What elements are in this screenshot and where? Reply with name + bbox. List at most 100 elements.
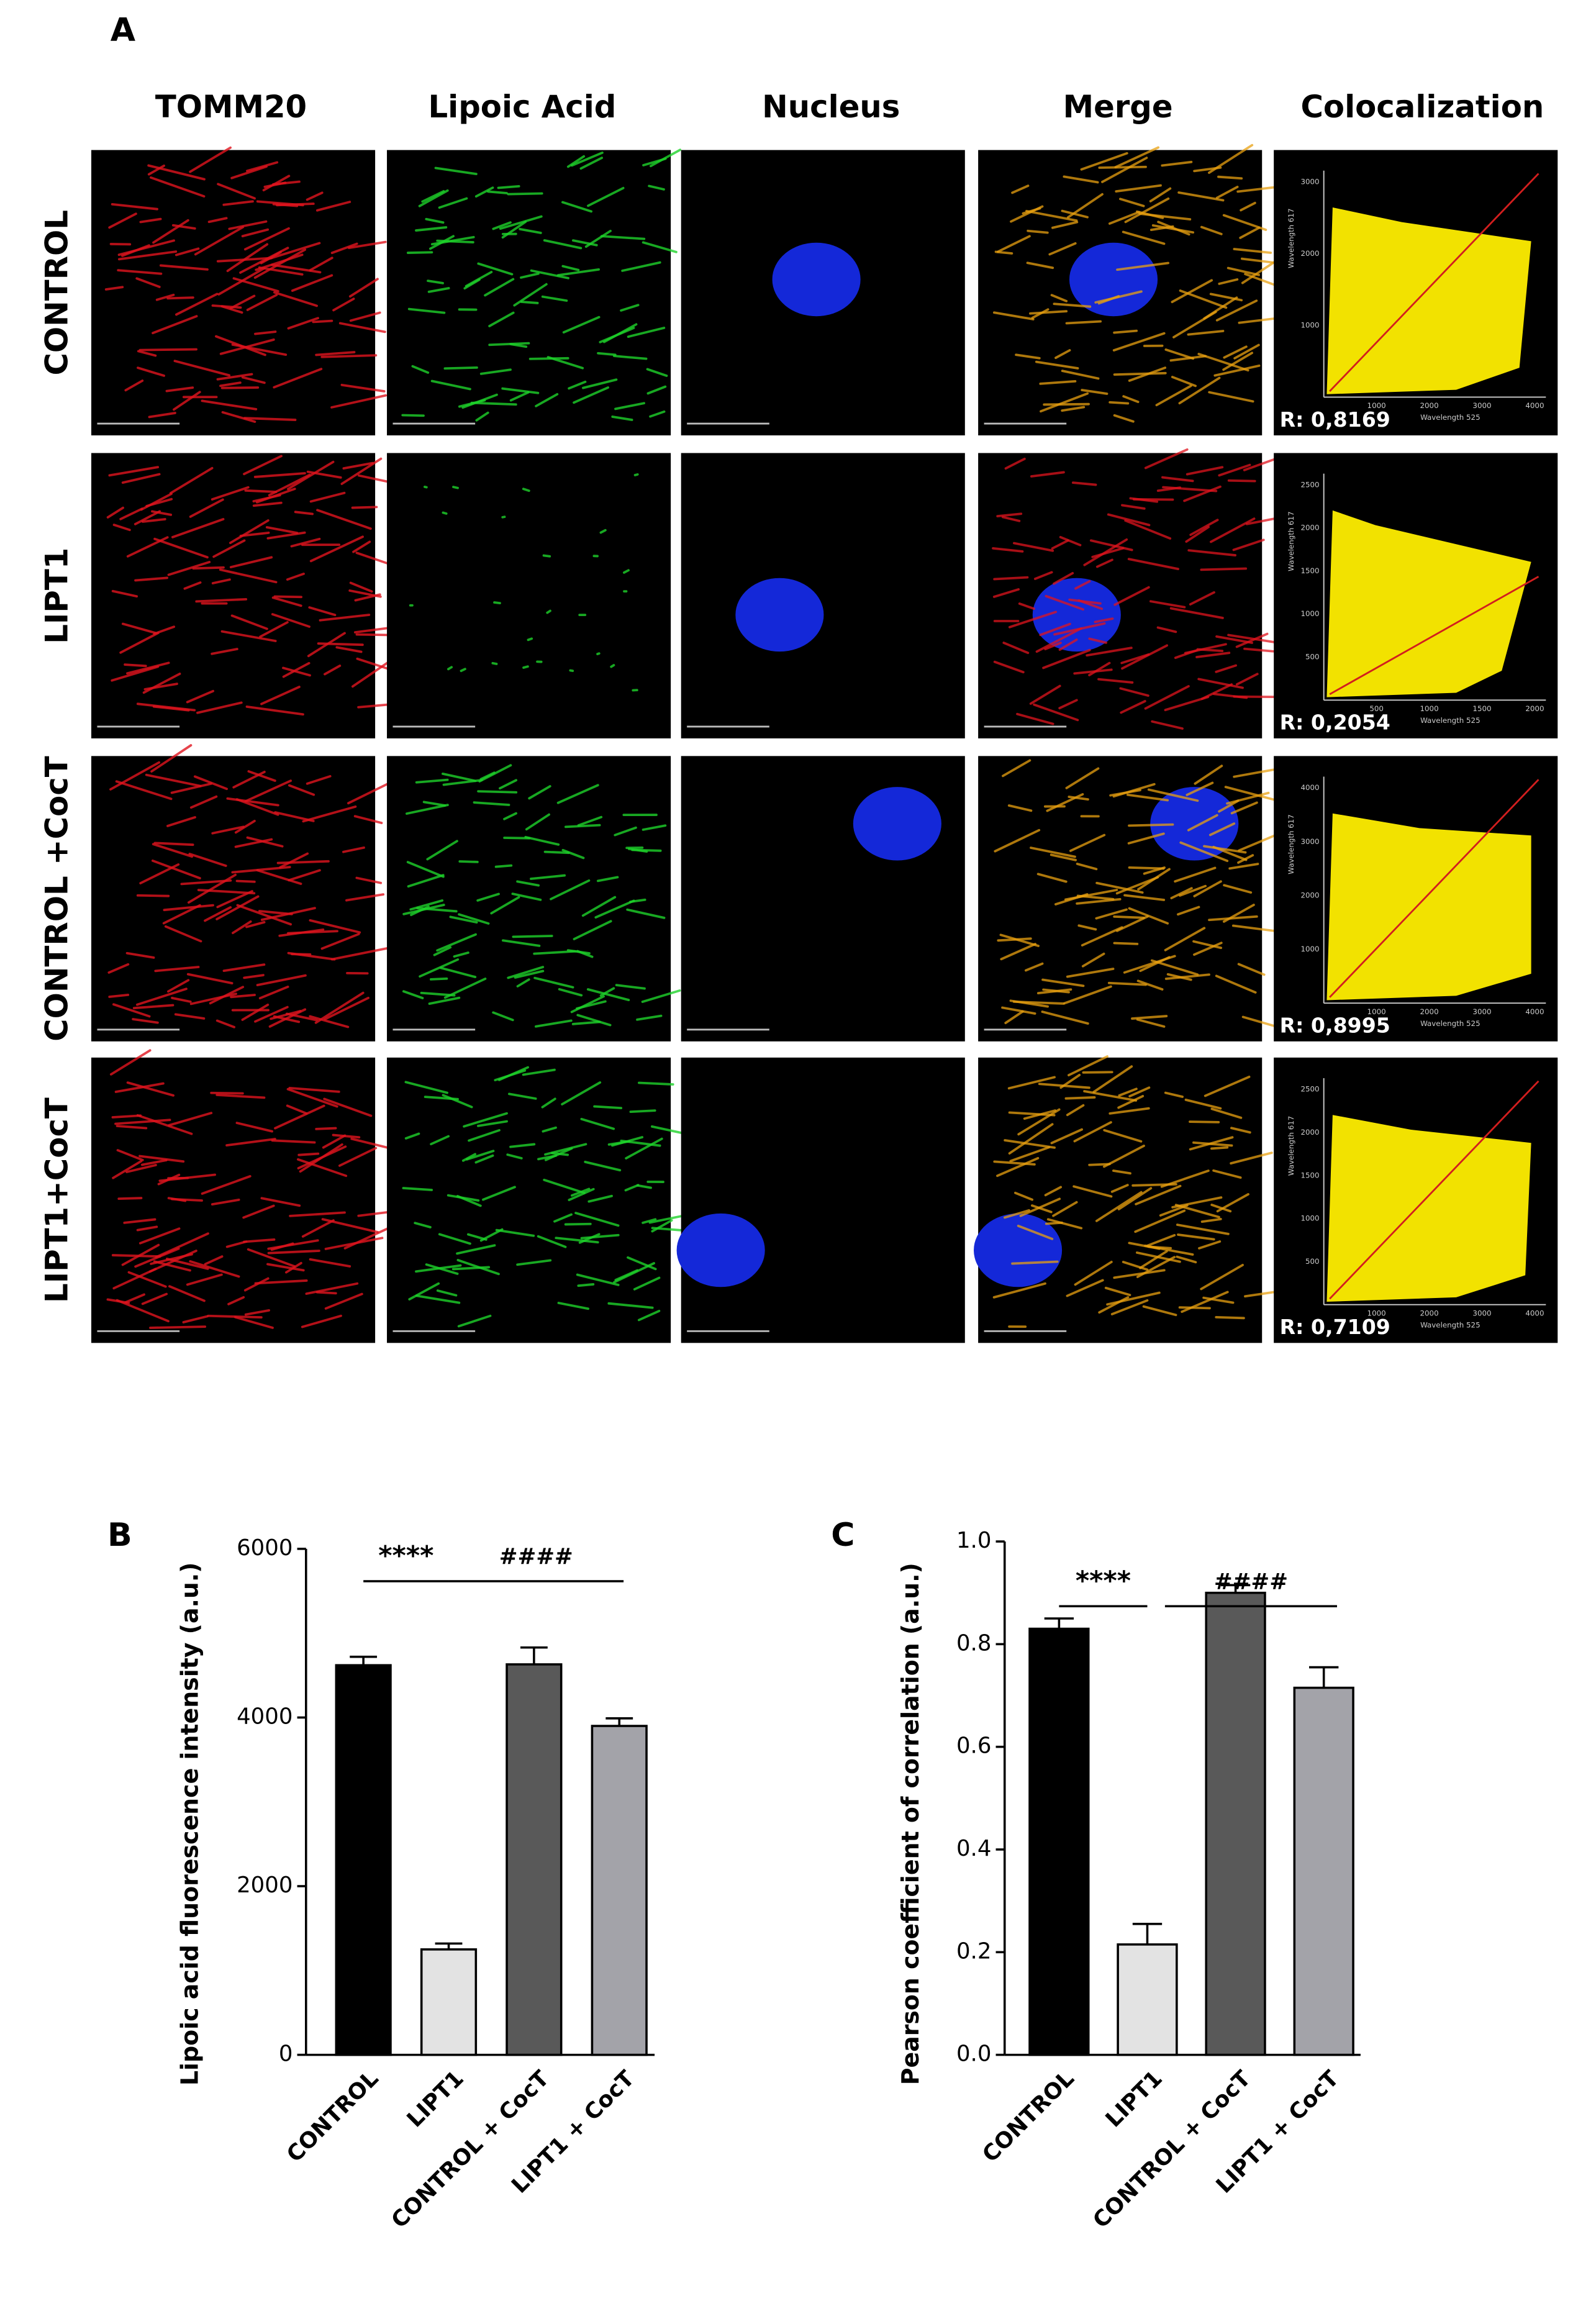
mitochondria	[1066, 968, 1115, 978]
mitochondria	[633, 473, 639, 476]
mitochondria	[182, 1315, 209, 1323]
mitochondria	[587, 186, 625, 207]
mitochondria	[479, 368, 512, 375]
mitochondria	[330, 394, 388, 409]
regression-line	[1329, 779, 1539, 998]
mitochondria	[1113, 586, 1150, 606]
mitochondria	[419, 958, 460, 978]
mitochondria	[1095, 881, 1144, 894]
mitochondria	[243, 227, 290, 251]
mitochondria	[215, 1019, 236, 1028]
mitochondria	[1142, 1305, 1177, 1317]
mitochondria	[1019, 1197, 1061, 1217]
mitochondria	[525, 813, 550, 831]
mitochondria	[584, 1160, 622, 1172]
y-tick-label: 2000	[237, 1872, 292, 1898]
mitochondria	[436, 239, 474, 243]
mitochondria	[309, 919, 361, 934]
mitochondria	[349, 311, 381, 322]
mitochondria	[434, 166, 478, 176]
mitochondria	[171, 996, 192, 1003]
mitochondria	[1179, 841, 1229, 863]
mitochondria	[1112, 1169, 1131, 1175]
mitochondria	[315, 201, 351, 212]
significance-label: ****	[1076, 1566, 1131, 1597]
mitochondria	[1196, 648, 1224, 653]
mitochondria	[258, 986, 289, 1000]
mitochondria	[493, 601, 501, 604]
mitochondria	[211, 648, 238, 655]
mitochondria	[1003, 1209, 1030, 1219]
mitochondria	[306, 774, 332, 785]
mitochondria	[488, 311, 515, 327]
mitochondria	[256, 869, 302, 885]
mitochondria	[273, 291, 318, 307]
mitochondria	[234, 1315, 274, 1329]
x-tick-label: LIPT1	[1101, 2066, 1168, 2132]
micrograph	[91, 150, 376, 436]
mitochondria	[1063, 175, 1099, 184]
bar	[1293, 1686, 1354, 2056]
mitochondria	[1124, 519, 1172, 540]
mitochondria	[1177, 1233, 1215, 1241]
significance-label: ####	[499, 1544, 573, 1569]
mitochondria	[323, 1097, 373, 1117]
mitochondria	[440, 966, 477, 979]
mitochondria	[561, 848, 585, 860]
scatter-tick: 500	[1305, 1257, 1320, 1266]
mitochondria	[119, 507, 143, 520]
mitochondria	[1186, 466, 1224, 476]
mitochondria	[222, 963, 266, 972]
mitochondria	[1046, 1218, 1083, 1230]
mitochondria	[553, 1213, 573, 1223]
mitochondria	[579, 157, 603, 170]
mitochondria	[404, 1081, 448, 1094]
mitochondria	[1031, 1204, 1053, 1214]
mitochondria	[165, 386, 194, 393]
mitochondria	[204, 1255, 224, 1266]
mitochondria	[121, 622, 157, 635]
mitochondria	[309, 535, 364, 563]
mitochondria	[272, 202, 299, 207]
mitochondria	[542, 554, 551, 558]
correlation-label: R: 0,7109	[1280, 1315, 1390, 1339]
mitochondria	[1137, 868, 1171, 891]
mitochondria	[1204, 1075, 1251, 1097]
mitochondria	[1046, 793, 1084, 812]
mitochondria	[507, 966, 545, 979]
mitochondria	[1174, 866, 1217, 883]
mitochondria	[1029, 684, 1061, 705]
mitochondria	[543, 239, 583, 250]
mitochondria	[478, 764, 512, 783]
mitochondria	[271, 596, 302, 607]
mitochondria	[1215, 974, 1257, 994]
mitochondria	[219, 568, 278, 584]
mitochondria	[1119, 197, 1145, 207]
mitochondria	[502, 939, 541, 947]
mitochondria	[509, 1143, 536, 1148]
mitochondria	[1000, 943, 1037, 961]
mitochondria	[1183, 485, 1222, 502]
mitochondria	[1050, 294, 1068, 302]
mitochondria	[1218, 799, 1240, 813]
scatter-x-label: Wavelength 525	[1420, 413, 1480, 422]
mitochondria	[242, 1204, 275, 1219]
mitochondria	[1033, 571, 1053, 580]
mitochondria	[1124, 197, 1170, 224]
mitochondria	[1110, 1299, 1149, 1315]
y-tick-label: 0.6	[956, 1733, 991, 1759]
mitochondria	[1107, 981, 1147, 986]
mitochondria	[308, 606, 337, 617]
mitochondria	[1048, 242, 1077, 256]
mitochondria	[256, 974, 307, 986]
mitochondria	[1044, 1186, 1063, 1197]
row-label: LIPT1+CocT	[39, 1097, 75, 1303]
mitochondria	[317, 642, 364, 647]
micrograph	[978, 1057, 1263, 1343]
scatter-x-label: Wavelength 525	[1420, 716, 1480, 725]
mitochondria	[581, 896, 617, 917]
mitochondria	[577, 1283, 595, 1287]
mitochondria	[229, 519, 270, 545]
mitochondria	[623, 569, 630, 574]
mitochondria	[1243, 647, 1275, 653]
